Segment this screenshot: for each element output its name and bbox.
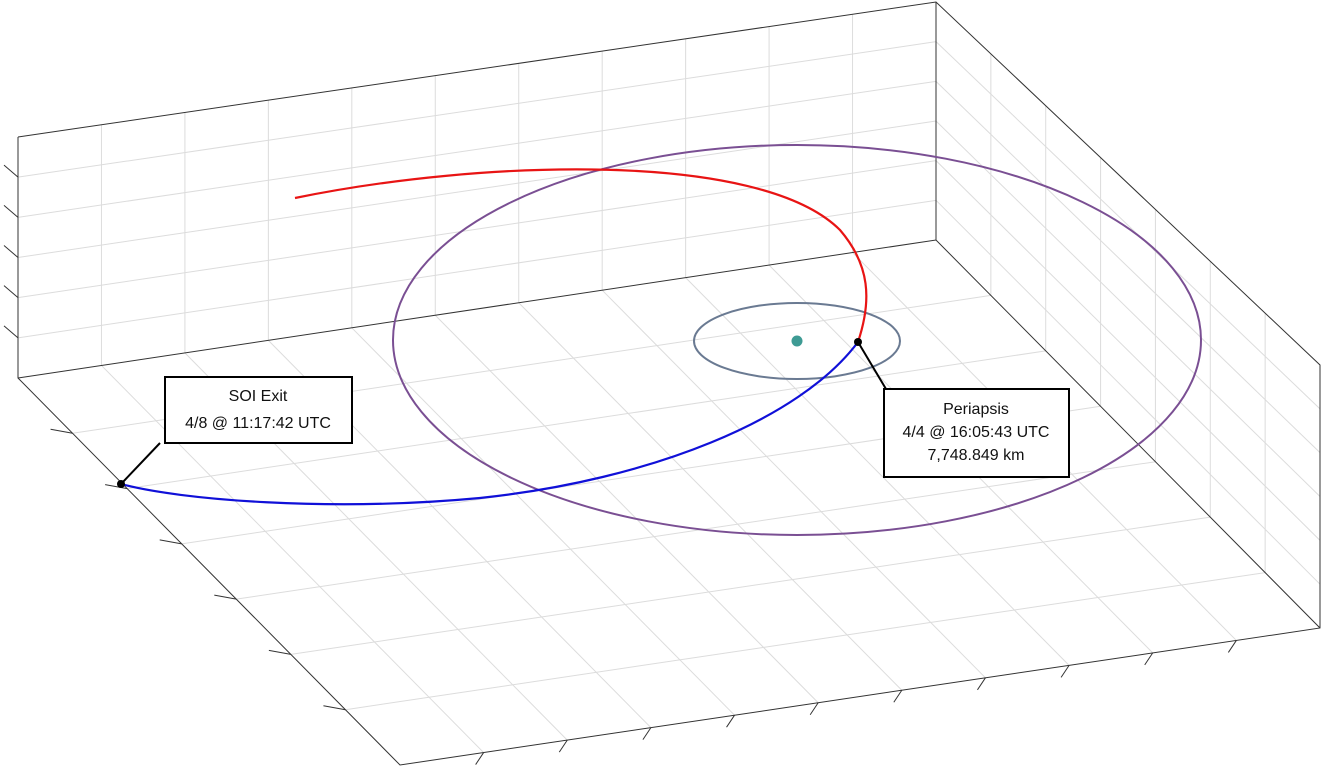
tick — [642, 727, 652, 740]
floor-grid-line — [351, 327, 735, 716]
wall-grid-line — [935, 41, 1321, 410]
tick — [268, 649, 291, 655]
annotation-box — [883, 388, 1070, 478]
annotation-distance: 7,748.849 km — [928, 447, 1025, 464]
wall-grid-line — [17, 80, 937, 218]
floor-grid-line — [345, 572, 1266, 711]
tick — [809, 702, 819, 716]
annotation-title: Periapsis — [943, 401, 1009, 418]
annotation-box — [164, 376, 353, 444]
tick — [3, 245, 19, 258]
tick — [3, 325, 19, 339]
floor-grid-line — [601, 289, 986, 679]
tick — [977, 677, 986, 691]
departure-trajectory — [120, 341, 859, 506]
wall-grid-line — [935, 120, 1321, 497]
leader-line — [857, 341, 887, 390]
leader-line — [120, 442, 161, 485]
soi-exit-point — [117, 480, 125, 488]
tick — [323, 705, 346, 711]
tick — [1060, 665, 1070, 678]
annotation-time: 4/8 @ 11:17:42 UTC — [185, 415, 331, 432]
outer-orbit — [392, 144, 1202, 536]
tick — [3, 285, 19, 299]
tick — [558, 739, 568, 753]
tick — [105, 484, 128, 490]
wall-grid-line — [17, 199, 937, 339]
floor-grid-line — [127, 350, 1046, 490]
wall-grid-line — [17, 41, 937, 178]
annotation-time: 4/4 @ 16:05:43 UTC — [903, 424, 1050, 441]
floor-grid-line — [685, 277, 1070, 666]
annotation-title: SOI Exit — [229, 388, 288, 405]
wall-grid-line — [935, 80, 1321, 454]
axes-box — [17, 1, 1321, 766]
tick — [159, 539, 182, 545]
tick — [50, 428, 73, 434]
periapsis-point — [854, 338, 862, 346]
tick — [3, 164, 19, 178]
floor-grid-line — [236, 461, 1156, 600]
wall-grid-line — [17, 160, 937, 299]
tick — [893, 689, 903, 703]
tick — [726, 714, 735, 728]
wall-grid-line — [17, 120, 937, 258]
floor-grid-line — [290, 516, 1211, 655]
wall-grid-line — [935, 160, 1321, 541]
tick — [1144, 652, 1154, 666]
tick — [3, 204, 19, 218]
floor-grid-line — [434, 314, 819, 704]
tick — [475, 752, 485, 765]
wall-grid-line — [935, 199, 1321, 585]
tick — [214, 594, 237, 600]
tick — [1227, 640, 1237, 653]
inner-orbit — [693, 302, 901, 380]
arrival-trajectory — [294, 168, 868, 343]
floor-grid-line — [518, 302, 903, 691]
central-body — [791, 335, 803, 347]
